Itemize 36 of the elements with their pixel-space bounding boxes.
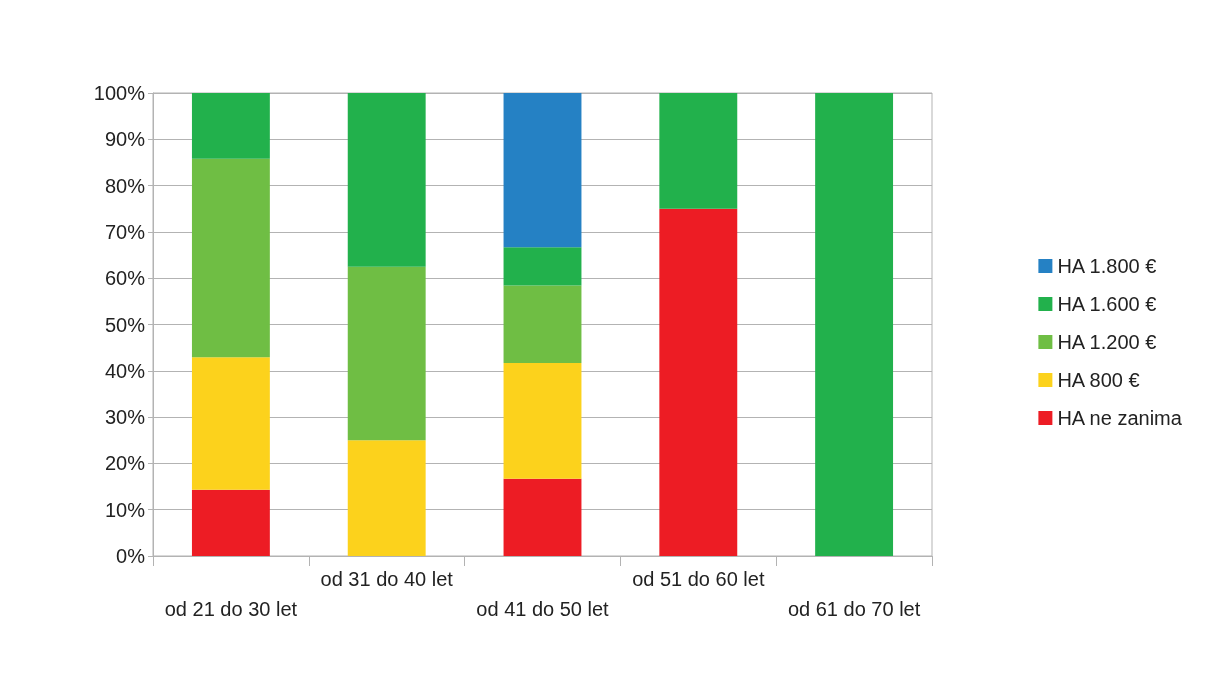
- y-tick-label: 80%: [104, 174, 146, 197]
- legend-label: HA 800 €: [1057, 369, 1140, 391]
- legend-label: HA 1.600 €: [1057, 293, 1157, 315]
- bar: [191, 158, 270, 358]
- y-tick-label: 60%: [104, 267, 146, 290]
- x-tick-label: od 21 do 30 let: [164, 598, 298, 620]
- legend-label: HA ne zanima: [1057, 407, 1183, 429]
- legend-label: HA 1.800 €: [1057, 255, 1157, 277]
- bar: [659, 93, 738, 209]
- bar: [191, 489, 270, 556]
- y-tick-label: 40%: [104, 359, 146, 382]
- bar: [503, 362, 582, 479]
- y-tick-label: 90%: [104, 128, 146, 151]
- y-tick-label: 10%: [104, 498, 146, 521]
- bar: [347, 93, 426, 267]
- y-tick-label: 30%: [104, 406, 146, 429]
- bar: [191, 93, 270, 159]
- x-tick-label: od 41 do 50 let: [476, 598, 610, 620]
- bar: [503, 93, 582, 248]
- bar: [347, 440, 426, 556]
- bar: [659, 208, 738, 556]
- bar: [347, 266, 426, 441]
- legend-label: HA 1.200 €: [1057, 331, 1157, 353]
- y-tick-label: 100%: [93, 82, 146, 104]
- y-tick-label: 20%: [104, 452, 146, 475]
- y-tick-label: 70%: [104, 220, 146, 243]
- bar: [191, 357, 270, 490]
- x-tick-label: od 31 do 40 let: [320, 568, 454, 590]
- bar: [815, 93, 894, 556]
- y-tick-label: 50%: [104, 313, 146, 336]
- bar: [503, 285, 582, 363]
- x-tick-label: od 61 do 70 let: [787, 598, 921, 620]
- y-tick-label: 0%: [116, 545, 146, 567]
- x-tick-label: od 51 do 60 let: [632, 568, 765, 590]
- bar: [503, 247, 582, 286]
- bar: [503, 478, 582, 556]
